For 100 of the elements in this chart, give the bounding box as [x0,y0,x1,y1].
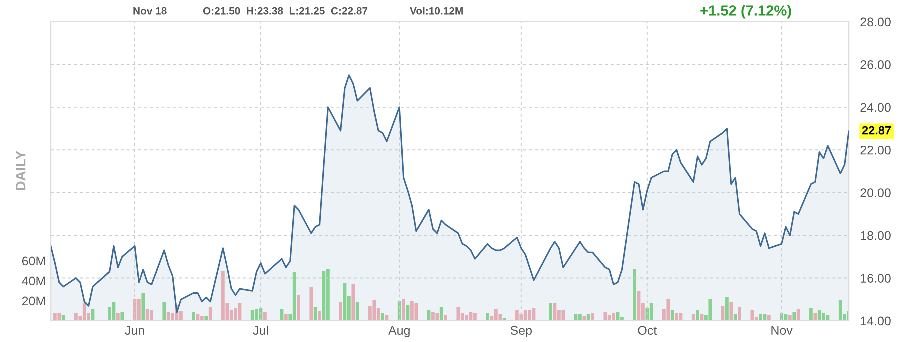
bar [586,314,590,321]
bar [474,313,477,321]
x-tick-label: Sep [510,326,532,338]
y2-tick-label: 20M [22,296,46,306]
bar [339,302,342,321]
bar [402,299,406,321]
bar [192,312,196,321]
bar [284,314,288,321]
bar [356,302,360,321]
bar [582,316,586,321]
y-tick-label: 16.00 [861,274,891,283]
y-tick-label: 14.00 [861,316,891,326]
bar [675,313,678,321]
bar [74,313,78,321]
bar [166,312,170,321]
bar [310,287,314,321]
bar [440,307,444,321]
bar [670,310,674,321]
bar [318,311,322,321]
bar [734,314,738,321]
bar [838,300,842,321]
bar [578,314,582,321]
bar [292,272,296,321]
bar [708,299,712,321]
bar [633,269,636,321]
bar [692,314,696,321]
bar [352,284,356,321]
bar [818,310,822,321]
bar [822,313,826,321]
bar [796,309,800,321]
bar [666,299,670,321]
bar [264,312,267,321]
text: +1.52 (7.12%) [700,5,792,19]
bar [381,313,384,321]
bar [768,315,771,321]
y-tick-label: 24.00 [860,103,891,112]
x-tick-label: Nov [772,326,793,336]
bar [612,313,616,321]
bar [204,316,208,321]
bar [738,307,742,321]
bar [82,303,86,321]
bar [696,310,700,321]
x-tick-label: Aug [388,326,410,338]
bar [730,302,734,321]
bar [456,307,460,321]
x-tick-label: Jun [125,326,144,336]
bar [150,310,154,321]
bar [788,315,792,321]
bar [116,313,120,321]
y2-tick-label: 60M [22,256,46,266]
bar [524,310,528,321]
bar [410,301,414,321]
bar [62,315,66,321]
bar [444,315,448,321]
bar [326,269,330,321]
y2-tick-label: 40M [22,276,46,286]
bar [297,295,300,321]
y-tick-label: 18.00 [861,231,891,240]
bar [562,310,566,321]
bar [726,297,729,321]
bar [142,293,146,321]
text: DAILY [16,151,26,190]
bar [750,310,754,321]
text: Vol:10.12M [410,7,463,15]
bar [414,303,418,321]
bar [549,303,552,321]
bar [432,312,435,321]
bar [255,309,258,321]
bar [208,307,212,321]
x-tick-label: Jul [253,326,268,336]
text: O:21.50 H:23.38 L:21.25 C:22.87 [203,7,368,15]
bar [792,312,796,321]
bar [465,315,468,321]
bar [314,307,318,321]
bar [486,313,490,321]
bar [54,313,57,321]
bar [604,312,608,321]
bar [608,315,612,321]
bar [120,312,124,321]
bar [222,271,225,321]
bar [591,313,594,321]
bar [810,308,813,321]
bar [372,300,376,321]
bar [200,316,204,321]
bar [759,314,762,321]
bar [146,309,150,321]
bar [814,313,818,321]
y-tick-label: 22.00 [860,146,891,155]
bar [528,310,532,321]
bar [250,310,254,321]
x-tick-label: Oct [638,326,658,336]
bar [494,309,498,321]
bar [650,303,654,321]
bar [436,313,440,321]
bar [138,299,141,321]
bar [516,310,519,321]
annotation: 22.87 [862,126,892,135]
bar [162,302,166,321]
y-tick-label: 28.00 [860,18,891,27]
y-tick-label: 26.00 [860,60,891,70]
